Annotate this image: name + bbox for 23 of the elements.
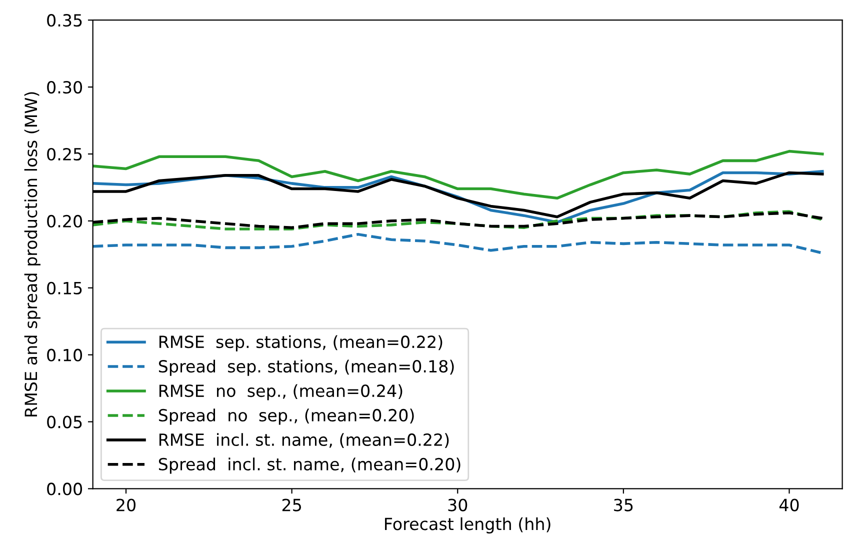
legend-label: RMSE sep. stations, (mean=0.22) xyxy=(159,335,442,352)
legend-label: RMSE no sep., (mean=0.24) xyxy=(159,384,402,400)
y-tick-label: 0.10 xyxy=(47,348,82,362)
y-tick-label: 0.05 xyxy=(47,416,82,428)
legend-label: Spread incl. st. name, (mean=0.20) xyxy=(158,458,460,474)
line-series xyxy=(92,232,824,254)
line-series xyxy=(92,150,824,200)
x-tick-label: 25 xyxy=(282,498,301,512)
legend-label: RMSE incl. st. name, (mean=0.22) xyxy=(159,433,449,448)
x-tick-label: 20 xyxy=(116,498,136,512)
y-tick-label: 0.25 xyxy=(47,148,82,161)
y-tick-label: 0.15 xyxy=(47,282,82,294)
x-tick-label: 35 xyxy=(614,498,633,512)
legend-label: Spread sep. stations, (mean=0.18) xyxy=(158,360,454,376)
y-tick-label: 0.30 xyxy=(47,80,82,94)
x-axis-title: Forecast length (hh) xyxy=(385,517,550,534)
y-tick-label: 0.20 xyxy=(47,214,82,228)
legend-label: Spread no sep., (mean=0.20) xyxy=(158,408,414,425)
x-tick-label: 30 xyxy=(448,498,468,512)
y-tick-label: 0.35 xyxy=(47,14,82,27)
y-axis-title: RMSE and spread production loss (MW) xyxy=(24,92,40,416)
x-tick-label: 40 xyxy=(779,498,799,512)
y-tick-label: 0.00 xyxy=(47,482,82,496)
